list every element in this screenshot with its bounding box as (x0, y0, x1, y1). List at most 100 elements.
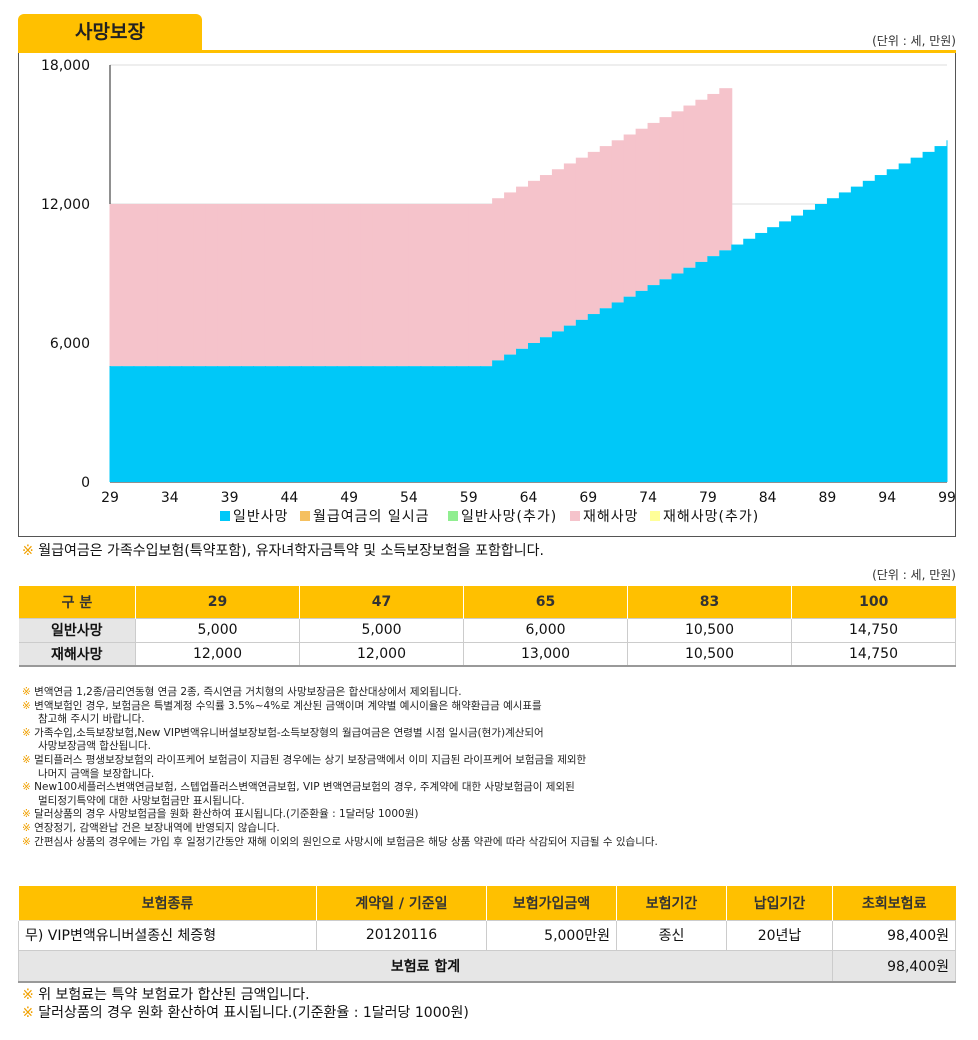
note-mark-icon: ※ (22, 543, 34, 559)
accident-death-bar (539, 175, 553, 338)
table-cell: 6,000 (463, 617, 628, 643)
general-death-bar (528, 343, 541, 482)
general-death-bar (169, 366, 183, 482)
table-cell: 14,750 (791, 617, 956, 643)
accident-death-bar (671, 111, 685, 274)
general-death-bar (814, 204, 828, 482)
note-mark-icon: ※ (22, 699, 31, 712)
title-underline (18, 50, 956, 53)
accident-death-bar (492, 198, 506, 361)
general-death-bar (910, 157, 924, 482)
accident-death-bar (288, 204, 302, 367)
footnotes: ※ 위 보험료는 특약 보험료가 합산된 금액입니다. ※ 달러상품의 경우 원… (22, 986, 469, 1022)
general-death-bar (432, 366, 446, 482)
disclaimer-line: 멀티정기특약에 대한 사망보험금만 표시됩니다. (38, 794, 245, 807)
general-death-bar (360, 366, 374, 482)
disclaimer-line: 나머지 금액을 보장합니다. (38, 767, 155, 780)
general-death-bar (743, 238, 757, 482)
accident-death-bar (719, 88, 733, 251)
general-death-bar (707, 256, 721, 482)
general-death-bar (659, 279, 673, 482)
payment-period: 20년납 (726, 919, 833, 951)
note-mark-icon: ※ (22, 987, 34, 1003)
accident-death-bar (336, 204, 350, 367)
accident-death-bar (647, 122, 661, 286)
x-tick-label: 99 (938, 490, 956, 506)
general-death-bar (217, 366, 231, 482)
disclaimer-item: ※ 연장정기, 감액완납 건은 보장내역에 반영되지 않습니다. (22, 822, 922, 836)
accident-death-bar (205, 204, 219, 367)
note-mark-icon: ※ (22, 686, 31, 698)
x-tick-label: 39 (221, 490, 239, 506)
premium-header-cell: 계약일 / 기준일 (316, 886, 487, 920)
note-mark-icon: ※ (22, 1005, 34, 1021)
general-death-bar (874, 175, 888, 482)
table-cell: 10,500 (627, 617, 792, 643)
disclaimer-line: 달러상품의 경우 사망보험금을 원화 환산하여 표시됩니다.(기준환율 : 1달… (34, 808, 419, 821)
footnote-item: ※ 달러상품의 경우 원화 환산하여 표시됩니다.(기준환율 : 1달러당 10… (22, 1004, 469, 1022)
summary-header-cell: 29 (135, 586, 300, 618)
accident-death-bar (468, 204, 482, 367)
y-tick-label: 0 (81, 475, 90, 491)
general-death-bar (372, 366, 386, 482)
general-death-bar (611, 302, 625, 482)
total-label: 보험료 합계 (18, 949, 833, 983)
premium-header-row: 보험종류 계약일 / 기준일 보험가입금액 보험기간 납입기간 초회보험료 (18, 886, 956, 920)
general-death-bar (719, 250, 733, 482)
accident-death-bar (109, 204, 123, 367)
accident-death-bar (252, 204, 266, 367)
disclaimer-list: ※ 변액연금 1,2종/금리연동형 연금 2종, 즉시연금 거치형의 사망보장금… (22, 686, 922, 849)
accident-death-bar (695, 99, 709, 262)
disclaimer-line: New100세플러스변액연금보험, 스텝업플러스변액연금보험, VIP 변액연금… (34, 781, 575, 794)
table-row: 재해사망 12,000 12,000 13,000 10,500 14,750 (18, 641, 956, 667)
summary-header-cell: 47 (299, 586, 464, 618)
table-cell: 12,000 (299, 641, 464, 667)
general-death-bar (312, 366, 326, 482)
x-tick-label: 49 (340, 490, 358, 506)
general-death-bar (384, 366, 398, 482)
main-note: ※ 월급여금은 가족수입보험(특약포함), 유자녀학자금특약 및 소득보장보험을… (22, 540, 544, 560)
table-cell: 5,000 (135, 617, 300, 643)
death-coverage-chart: 0 6,000 12,000 18,000 29 34 39 44 49 54 59 64 69 74 79… (41, 58, 956, 525)
x-tick-label: 94 (878, 490, 896, 506)
general-death-bar (539, 337, 553, 482)
general-death-bar (695, 261, 709, 482)
premium-header-cell: 초회보험료 (832, 886, 956, 920)
summary-header-row: 구 분 29 47 65 83 100 (18, 586, 956, 618)
x-tick-label: 59 (460, 490, 478, 506)
general-death-bar (181, 366, 195, 482)
accident-death-bar (241, 204, 254, 367)
table-row: 일반사망 5,000 5,000 6,000 10,500 14,750 (18, 617, 956, 643)
general-death-bar (575, 319, 589, 482)
general-death-bar (516, 348, 529, 482)
general-death-bar (133, 366, 147, 482)
note-mark-icon: ※ (22, 835, 31, 848)
legend-swatch (650, 511, 660, 521)
general-death-bar (420, 366, 434, 482)
general-death-bar (300, 366, 314, 482)
accident-death-bar (575, 157, 589, 320)
disclaimer-item: ※ 멀티플러스 평생보장보험의 라이프케어 보험금이 지급된 경우에는 상기 보… (22, 754, 922, 781)
accident-death-bar (181, 204, 195, 367)
accident-death-bar (145, 204, 159, 367)
summary-header-cell: 100 (791, 586, 956, 618)
note-mark-icon: ※ (22, 726, 31, 739)
accident-death-bar (504, 192, 518, 355)
footnote-item: ※ 위 보험료는 특약 보험료가 합산된 금액입니다. (22, 986, 469, 1004)
accident-death-bar (348, 204, 362, 367)
disclaimer-line: 멀티플러스 평생보장보험의 라이프케어 보험금이 지급된 경우에는 상기 보장금… (34, 753, 587, 766)
table-cell: 10,500 (627, 641, 792, 667)
table-cell: 14,750 (791, 641, 956, 667)
accident-death-bar (611, 140, 625, 303)
accident-death-bar (659, 117, 673, 280)
note-mark-icon: ※ (22, 821, 31, 834)
table-cell: 5,000 (299, 617, 464, 643)
accident-death-bar (444, 204, 458, 367)
accident-death-bar (217, 204, 231, 367)
initial-premium: 98,400원 (832, 919, 956, 951)
general-death-bar (623, 296, 637, 482)
table-row: 무) VIP변액유니버셜종신 체증형 20120116 5,000만원 종신 2… (18, 919, 956, 951)
general-death-bar (922, 151, 936, 482)
general-death-bar (324, 366, 338, 482)
accident-death-bar (683, 105, 697, 268)
